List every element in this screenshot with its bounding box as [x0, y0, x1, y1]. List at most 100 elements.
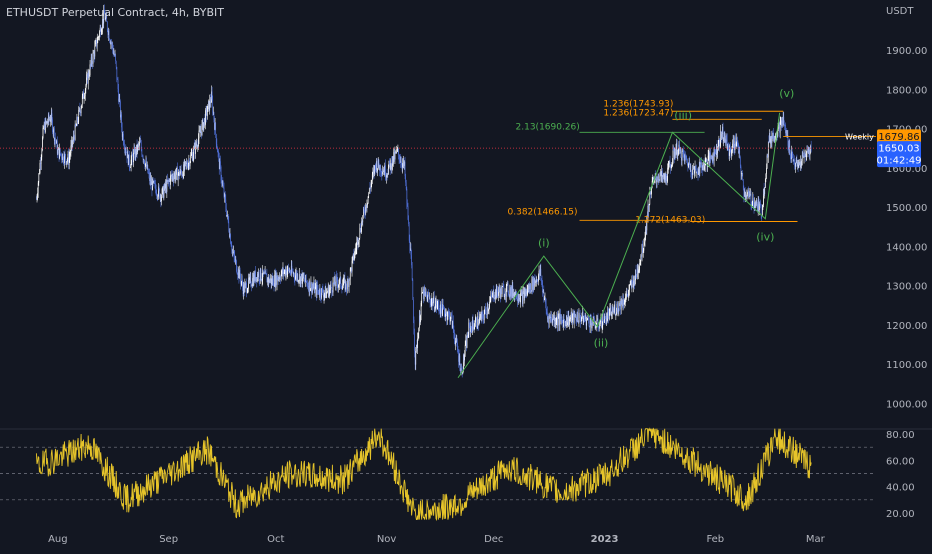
- candle: [621, 295, 623, 305]
- candle: [749, 188, 751, 200]
- candle: [415, 347, 417, 371]
- candle: [125, 144, 127, 156]
- candle: [483, 314, 484, 324]
- candle: [256, 276, 258, 288]
- candle: [149, 172, 151, 186]
- candle: [257, 271, 259, 279]
- candle: [74, 120, 76, 141]
- candle: [211, 86, 213, 101]
- candle: [159, 193, 161, 202]
- candle: [53, 126, 55, 145]
- candle: [467, 331, 468, 339]
- candle: [202, 118, 204, 131]
- candle: [73, 130, 75, 142]
- candle: [551, 318, 553, 325]
- candle: [230, 241, 232, 247]
- candle: [747, 191, 748, 197]
- candle: [448, 309, 450, 320]
- price-tick-label: 1600.00: [886, 164, 927, 175]
- candle: [314, 283, 316, 297]
- candle: [131, 149, 133, 157]
- candle: [678, 148, 679, 156]
- candle: [633, 275, 635, 293]
- candle: [363, 206, 365, 213]
- candle: [167, 173, 168, 184]
- candle: [588, 315, 590, 328]
- wave-label: (ii): [594, 336, 609, 349]
- candle: [586, 318, 588, 321]
- rsi-pane[interactable]: [0, 427, 876, 522]
- candle: [236, 259, 237, 273]
- candles-layer[interactable]: [36, 4, 812, 378]
- candle: [767, 153, 769, 158]
- candle: [773, 135, 775, 144]
- fib-level-label: 1.236(1723.47): [603, 108, 673, 118]
- candle: [469, 322, 471, 338]
- candle: [337, 284, 339, 293]
- candle: [709, 147, 711, 167]
- candle: [804, 151, 805, 158]
- chart-title: ETHUSDT Perpetual Contract, 4h, BYBIT: [6, 6, 224, 19]
- candle: [747, 188, 749, 200]
- candle: [86, 71, 87, 88]
- candle: [429, 292, 430, 300]
- candle: [296, 270, 298, 282]
- candle: [352, 253, 354, 261]
- candle: [725, 133, 727, 149]
- candle: [298, 279, 300, 287]
- candle: [195, 140, 196, 159]
- candle: [89, 59, 91, 77]
- candle: [261, 273, 263, 287]
- candle: [237, 272, 239, 280]
- candle: [401, 163, 403, 172]
- candle: [106, 11, 108, 22]
- axes-layer[interactable]: USDT1900.001800.001700.001600.001500.001…: [48, 6, 927, 545]
- candle: [715, 148, 717, 158]
- candle: [547, 306, 548, 323]
- wave-label: (iii): [674, 109, 692, 122]
- candle: [638, 266, 640, 273]
- candle: [539, 264, 541, 276]
- time-tick-label: Oct: [267, 534, 284, 545]
- candle: [277, 275, 279, 282]
- drawings-layer[interactable]: Weekly 2.13(1690.26) 1.236(1743.93)1.236(1…: [0, 87, 876, 379]
- candle: [386, 168, 388, 181]
- candle: [169, 178, 171, 189]
- candle: [784, 120, 785, 131]
- candle: [631, 275, 633, 293]
- candle: [505, 291, 507, 303]
- candle: [214, 118, 216, 131]
- candle: [98, 35, 100, 41]
- candle: [351, 267, 352, 274]
- candle: [307, 283, 309, 288]
- candle: [48, 111, 50, 125]
- candle: [249, 273, 250, 284]
- candle: [348, 279, 349, 292]
- candle: [421, 291, 423, 294]
- candle: [504, 293, 505, 300]
- candle: [234, 255, 236, 265]
- candle: [657, 173, 659, 183]
- candle: [378, 159, 380, 168]
- candle: [664, 173, 666, 183]
- candle: [494, 294, 495, 302]
- candle: [287, 263, 289, 272]
- candle: [61, 152, 62, 164]
- candle: [789, 138, 791, 156]
- candle: [194, 139, 196, 160]
- candle: [742, 170, 744, 181]
- candle: [657, 175, 658, 182]
- candle: [219, 158, 221, 170]
- candle: [790, 153, 792, 160]
- candle: [772, 132, 774, 142]
- candle: [257, 271, 258, 283]
- candle: [640, 254, 642, 266]
- candle: [379, 163, 380, 177]
- candle: [176, 168, 177, 180]
- candle: [252, 272, 254, 288]
- candle: [198, 133, 199, 150]
- candle: [124, 139, 125, 154]
- elliott-wave-path[interactable]: [457, 112, 781, 379]
